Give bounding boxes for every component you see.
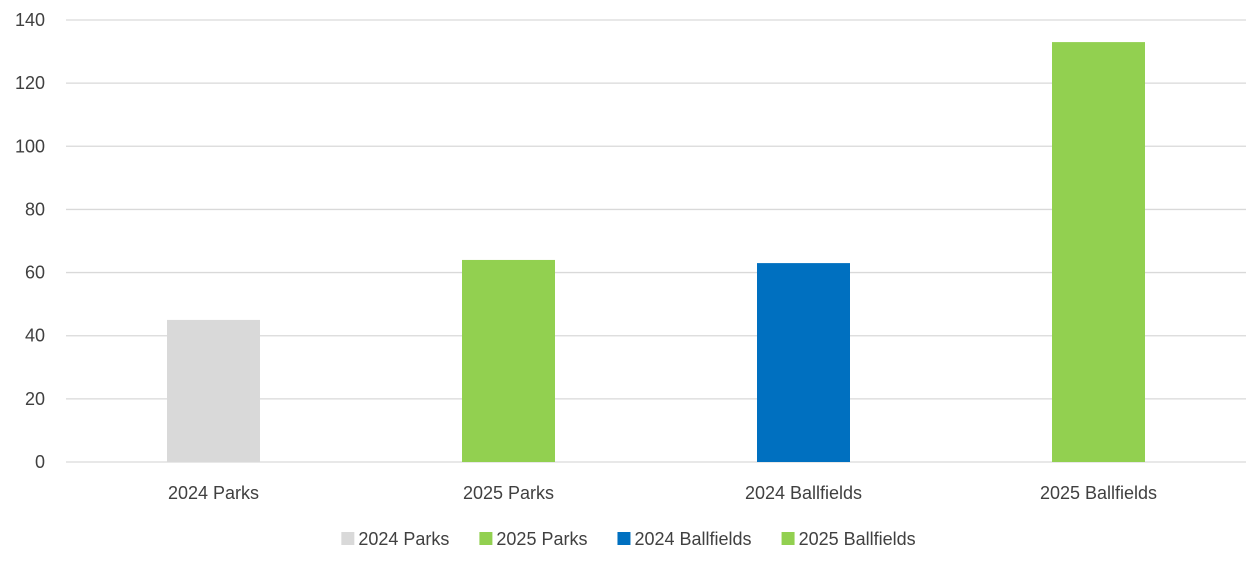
y-tick-label: 100 xyxy=(15,136,45,156)
bar-2024-parks xyxy=(167,320,260,462)
legend-swatch xyxy=(617,532,630,545)
y-tick-label: 140 xyxy=(15,10,45,30)
x-tick-label: 2024 Ballfields xyxy=(745,483,862,503)
legend-label: 2024 Parks xyxy=(358,529,449,549)
legend-swatch xyxy=(479,532,492,545)
y-tick-label: 40 xyxy=(25,326,45,346)
legend-swatch xyxy=(341,532,354,545)
legend-item: 2024 Ballfields xyxy=(617,529,751,549)
legend-item: 2025 Parks xyxy=(479,529,587,549)
legend-item: 2025 Ballfields xyxy=(782,529,916,549)
y-tick-label: 120 xyxy=(15,73,45,93)
x-tick-label: 2025 Ballfields xyxy=(1040,483,1157,503)
y-tick-label: 80 xyxy=(25,199,45,219)
bar-2025-parks xyxy=(462,260,555,462)
x-tick-label: 2025 Parks xyxy=(463,483,554,503)
bar-2024-ballfields xyxy=(757,263,850,462)
bar-2025-ballfields xyxy=(1052,42,1145,462)
y-tick-label: 0 xyxy=(35,452,45,472)
x-axis-ticks: 2024 Parks 2025 Parks 2024 Ballfields 2025 … xyxy=(168,483,1157,503)
legend-item: 2024 Parks xyxy=(341,529,449,549)
legend-label: 2025 Parks xyxy=(496,529,587,549)
legend-swatch xyxy=(782,532,795,545)
legend-label: 2025 Ballfields xyxy=(799,529,916,549)
legend: 2024 Parks 2025 Parks 2024 Ballfields 2025 … xyxy=(341,529,915,549)
legend-label: 2024 Ballfields xyxy=(634,529,751,549)
y-tick-label: 20 xyxy=(25,389,45,409)
x-tick-label: 2024 Parks xyxy=(168,483,259,503)
y-axis-ticks: 0 20 40 60 80 100 120 140 xyxy=(15,10,45,472)
y-tick-label: 60 xyxy=(25,263,45,283)
